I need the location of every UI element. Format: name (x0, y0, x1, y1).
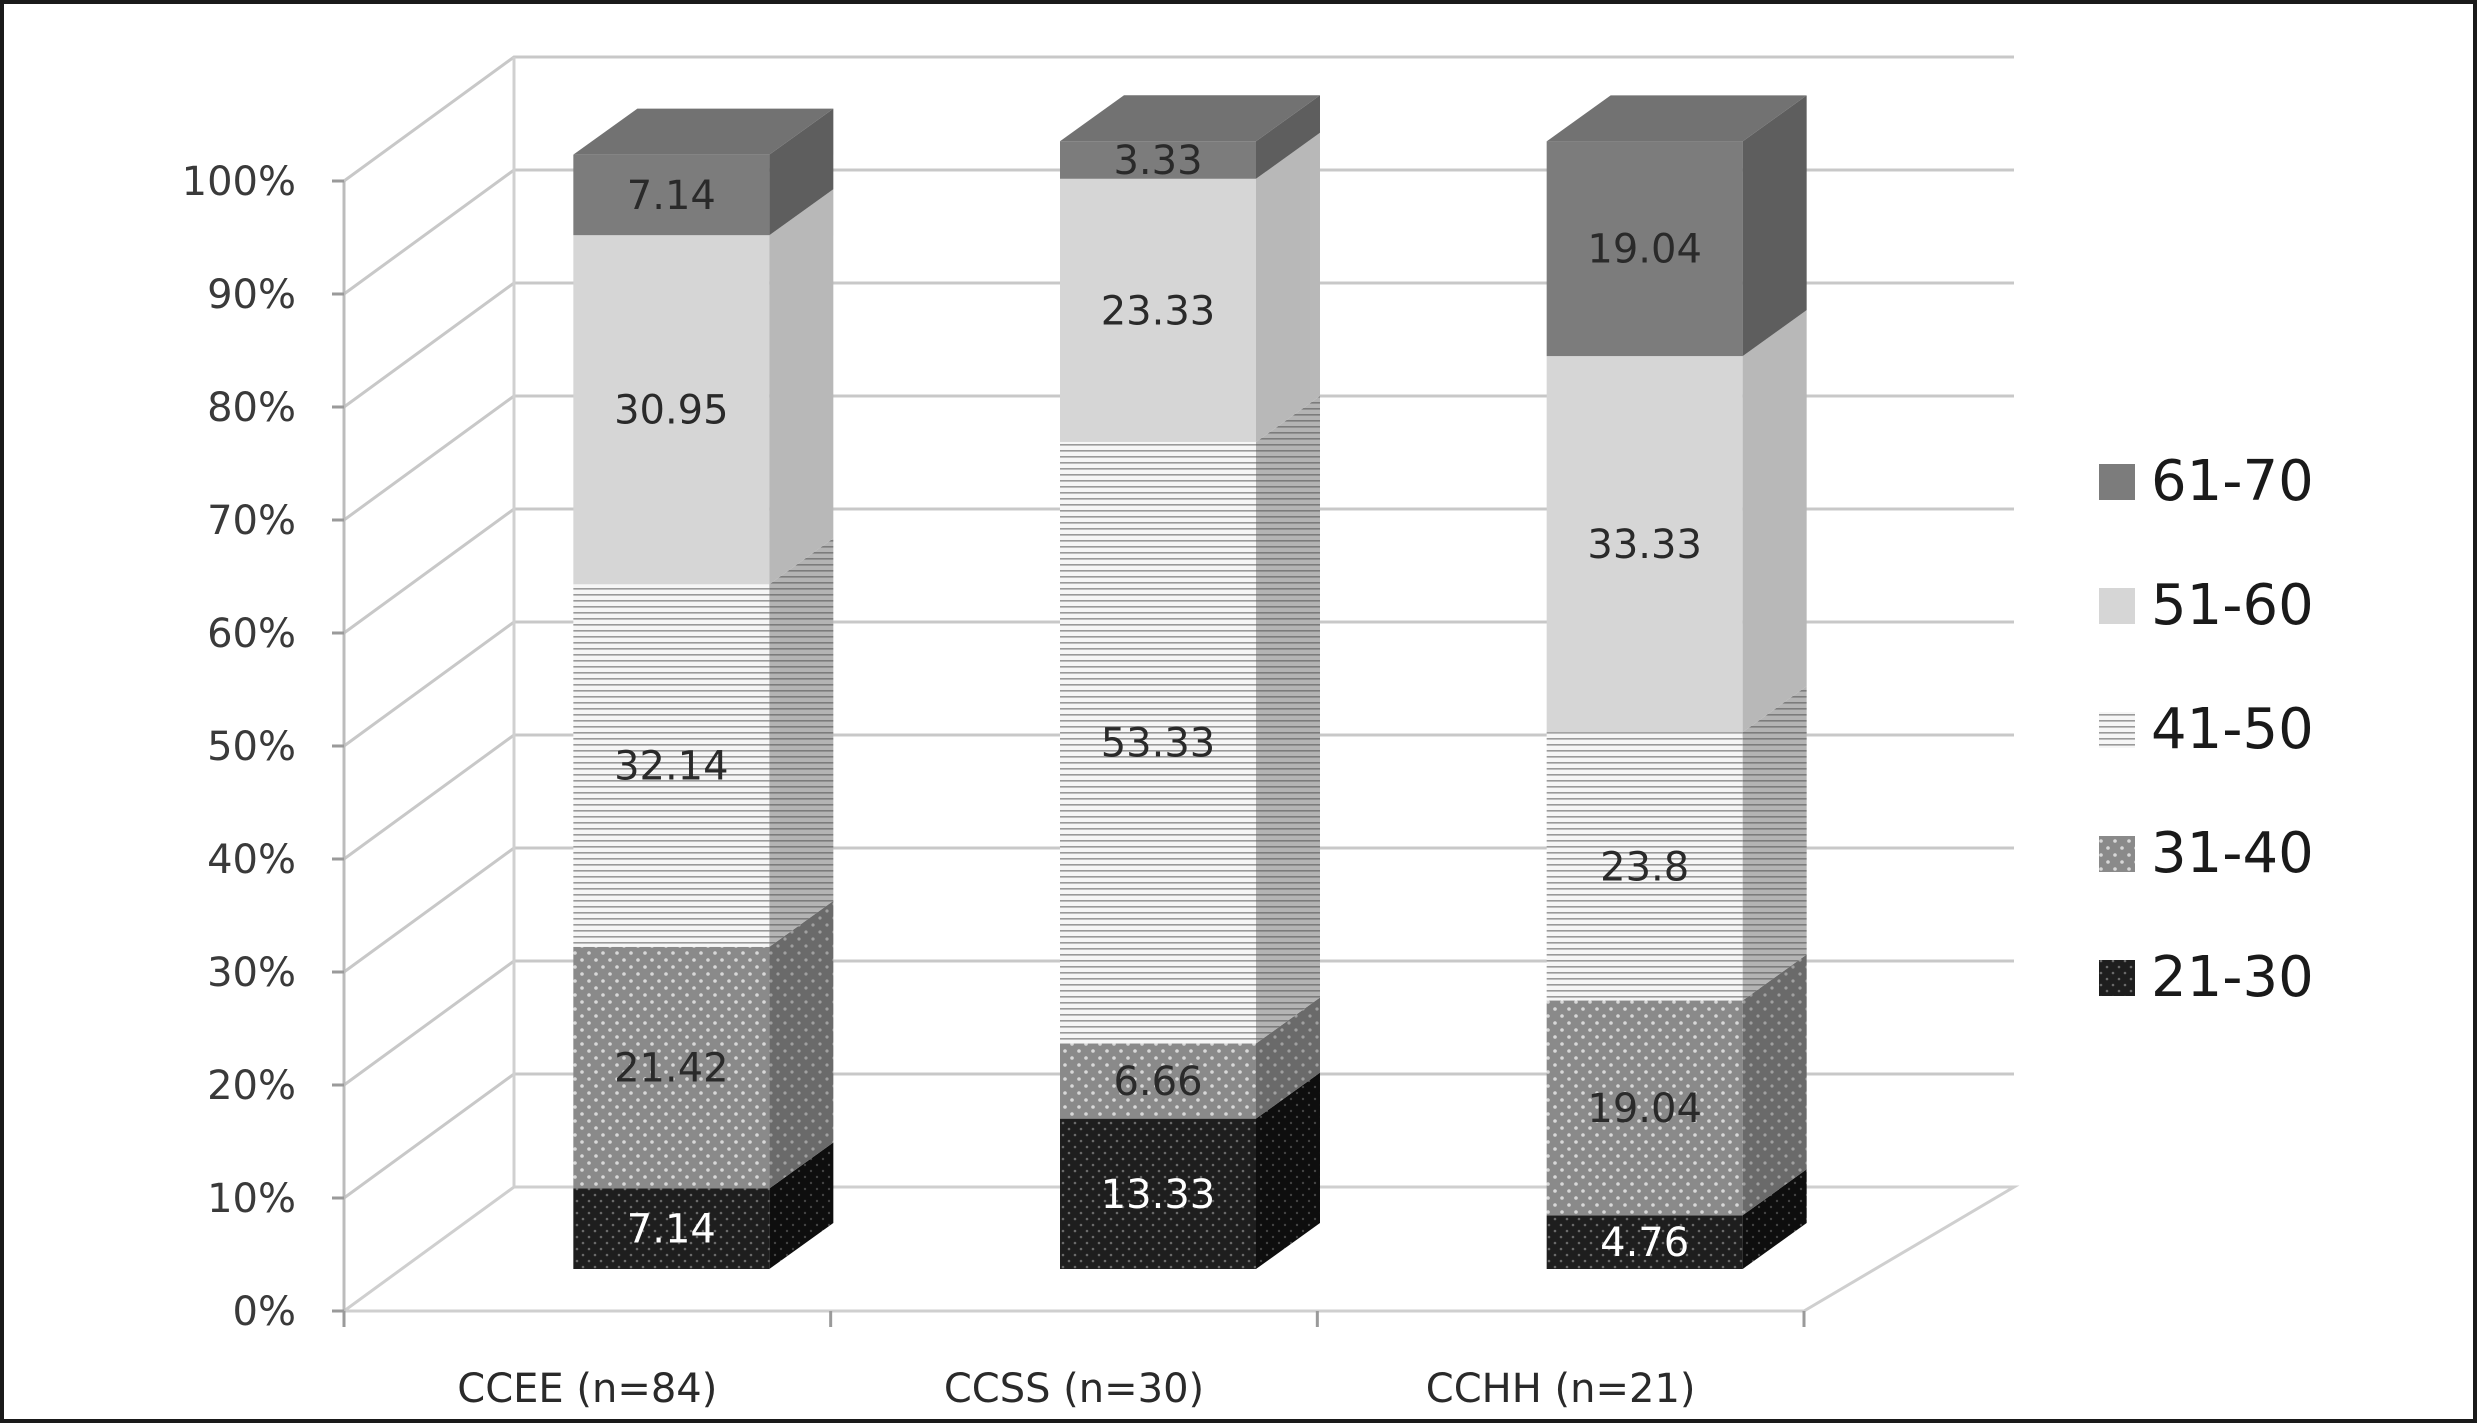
y-tick-label: 90% (207, 272, 296, 318)
data-label: 32.14 (614, 744, 729, 790)
bar-side (769, 1142, 834, 1269)
bar-side (769, 108, 834, 236)
bar-segment-ccee-n-84-21-30: 7.14 (573, 1142, 834, 1269)
bar-segment-ccee-n-84-61-70: 7.14 (573, 108, 834, 236)
bar-side (1256, 95, 1320, 179)
bar-segment-ccss-n-30-61-70: 3.33 (1060, 95, 1320, 184)
legend-swatch (2099, 588, 2135, 624)
bar-side (1256, 997, 1320, 1119)
data-label: 7.14 (627, 173, 716, 219)
bar-top (1546, 95, 1807, 142)
y-tick-label: 10% (207, 1176, 296, 1222)
legend-swatch (2099, 464, 2135, 500)
bar-segment-ccss-n-30-21-30: 13.33 (1060, 1072, 1320, 1269)
bar-front (1060, 141, 1256, 179)
bar-segment-ccss-n-30-41-50: 53.33 (1060, 395, 1320, 1044)
bar-front (1546, 732, 1743, 1001)
bar-segment-ccee-n-84-31-40: 21.42 (573, 900, 834, 1189)
bar-side (769, 538, 834, 947)
y-axis-ticks: 0% 10% 20% 30% 40% 50% 60% 70% 80% 90% 100% (182, 159, 344, 1335)
bar-side (1742, 686, 1807, 1001)
bar-front (573, 235, 770, 585)
legend-label: 21-30 (2151, 945, 2314, 1010)
bar-side (1742, 954, 1807, 1216)
legend-item-21-30: 21-30 (2099, 945, 2314, 1010)
x-category-label: CCHH (n=21) (1426, 1366, 1696, 1412)
bar-side (1256, 1072, 1320, 1269)
data-label: 13.33 (1101, 1172, 1216, 1218)
legend: 61-70 51-60 41-50 31-40 21-30 (2099, 449, 2314, 1010)
y-tick-label: 50% (207, 724, 296, 770)
legend-item-41-50: 41-50 (2099, 697, 2314, 762)
bar-front (1060, 1118, 1256, 1269)
y-tick-label: 20% (207, 1063, 296, 1109)
y-tick-label: 40% (207, 837, 296, 883)
data-label: 19.04 (1587, 227, 1702, 273)
data-label: 53.33 (1101, 721, 1216, 767)
legend-label: 41-50 (2151, 697, 2314, 762)
data-label: 23.33 (1101, 288, 1216, 334)
legend-swatch (2099, 960, 2135, 996)
bar-front (1546, 141, 1743, 357)
bar-side (769, 900, 834, 1189)
data-label: 7.14 (627, 1207, 716, 1253)
bar-front (573, 154, 770, 236)
bar-segment-cchh-n-21-21-30: 4.76 (1546, 1169, 1807, 1269)
legend-item-61-70: 61-70 (2099, 449, 2314, 514)
stacked-bar-chart: 0% 10% 20% 30% 40% 50% 60% 70% 80% 90% 100% 7.14 21… (182, 55, 2314, 1412)
bar-front (1060, 441, 1256, 1044)
legend-label: 31-40 (2151, 821, 2314, 886)
bar-side (1256, 132, 1320, 442)
bar-front (1546, 1215, 1743, 1269)
bar-side (1742, 1169, 1807, 1269)
bar-front (573, 946, 770, 1189)
x-category-label: CCSS (n=30) (944, 1366, 1204, 1412)
bar-segment-ccss-n-30-31-40: 6.66 (1060, 997, 1320, 1119)
legend-item-51-60: 51-60 (2099, 573, 2314, 638)
bar-side (1742, 95, 1807, 357)
bar-side (1742, 310, 1807, 733)
bars: 7.14 21.42 32.14 30.95 7.14 13.33 6.66 53.33 23.… (573, 95, 1807, 1269)
bar-segment-cchh-n-21-31-40: 19.04 (1546, 954, 1807, 1216)
bar-segment-ccee-n-84-41-50: 32.14 (573, 538, 834, 947)
data-label: 4.76 (1600, 1220, 1689, 1266)
bar-side (769, 189, 834, 585)
y-tick-label: 30% (207, 950, 296, 996)
legend-label: 51-60 (2151, 573, 2314, 638)
y-tick-label: 60% (207, 611, 296, 657)
y-tick-label: 80% (207, 385, 296, 431)
bar-top (573, 108, 834, 155)
bar-front (1546, 1000, 1743, 1216)
bar-segment-cchh-n-21-41-50: 23.8 (1546, 686, 1807, 1001)
y-tick-label: 70% (207, 498, 296, 544)
legend-item-31-40: 31-40 (2099, 821, 2314, 886)
bar-segment-cchh-n-21-51-60: 33.33 (1546, 310, 1807, 733)
legend-swatch (2099, 712, 2135, 748)
data-label: 23.8 (1600, 844, 1689, 890)
y-tick-label: 100% (182, 159, 296, 205)
bar-front (1060, 178, 1256, 442)
bar-side (1256, 395, 1320, 1044)
x-category-label: CCEE (n=84) (457, 1366, 717, 1412)
data-label: 6.66 (1113, 1059, 1202, 1105)
x-axis-categories: CCEE (n=84) CCSS (n=30) CCHH (n=21) (342, 1311, 1806, 1412)
bar-segment-cchh-n-21-61-70: 19.04 (1546, 95, 1807, 357)
bar-top (1060, 95, 1320, 142)
bar-front (1060, 1043, 1256, 1119)
legend-label: 61-70 (2151, 449, 2314, 514)
bar-front (573, 1188, 770, 1269)
legend-swatch (2099, 836, 2135, 872)
bar-front (573, 584, 770, 947)
bar-segment-ccss-n-30-51-60: 23.33 (1060, 132, 1320, 442)
data-label: 33.33 (1587, 522, 1702, 568)
y-tick-label: 0% (233, 1289, 296, 1335)
bar-segment-ccee-n-84-51-60: 30.95 (573, 189, 834, 585)
data-label: 3.33 (1113, 138, 1202, 184)
data-label: 21.42 (614, 1046, 729, 1092)
bar-front (1546, 356, 1743, 733)
data-label: 19.04 (1587, 1086, 1702, 1132)
data-label: 30.95 (614, 388, 729, 434)
